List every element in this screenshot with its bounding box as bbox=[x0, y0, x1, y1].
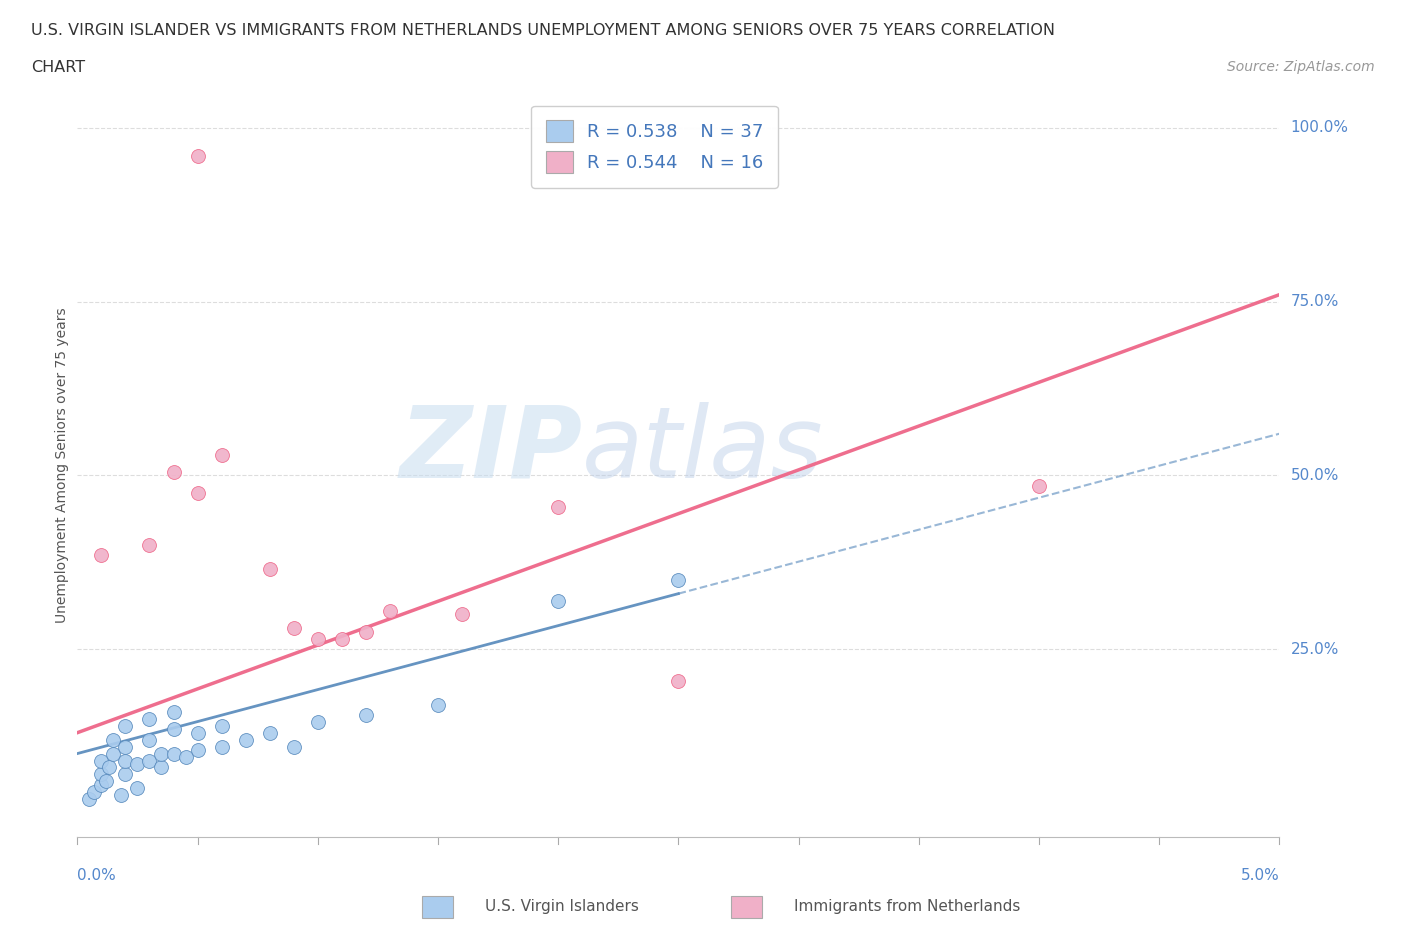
Point bbox=[90, 777, 112, 792]
Point bbox=[97, 760, 120, 775]
Point bbox=[186, 485, 209, 500]
Text: 75.0%: 75.0% bbox=[1291, 294, 1339, 309]
Point bbox=[138, 538, 160, 552]
Point bbox=[138, 711, 160, 726]
Text: U.S. Virgin Islanders: U.S. Virgin Islanders bbox=[485, 899, 638, 914]
Point bbox=[103, 732, 125, 747]
Point bbox=[1028, 478, 1050, 493]
Y-axis label: Unemployment Among Seniors over 75 years: Unemployment Among Seniors over 75 years bbox=[55, 307, 69, 623]
Point bbox=[127, 781, 149, 796]
Point bbox=[668, 673, 690, 688]
Point bbox=[96, 774, 118, 789]
Text: 50.0%: 50.0% bbox=[1291, 468, 1339, 483]
Point bbox=[114, 767, 136, 782]
Point bbox=[83, 784, 105, 799]
Point bbox=[162, 464, 184, 479]
Text: ZIP: ZIP bbox=[399, 402, 582, 498]
Point bbox=[90, 548, 112, 563]
Point bbox=[547, 499, 569, 514]
Point bbox=[127, 756, 149, 771]
Point bbox=[307, 715, 329, 730]
Point bbox=[90, 767, 112, 782]
Point bbox=[235, 732, 257, 747]
Point bbox=[259, 562, 281, 577]
Point bbox=[307, 631, 329, 646]
Point bbox=[174, 750, 197, 764]
Point bbox=[150, 760, 173, 775]
Point bbox=[259, 725, 281, 740]
Text: 5.0%: 5.0% bbox=[1240, 868, 1279, 883]
Point bbox=[114, 739, 136, 754]
Point bbox=[354, 708, 377, 723]
Text: Immigrants from Netherlands: Immigrants from Netherlands bbox=[794, 899, 1021, 914]
Point bbox=[138, 732, 160, 747]
Point bbox=[211, 718, 233, 733]
Point bbox=[162, 722, 184, 737]
Point bbox=[110, 788, 132, 803]
Point bbox=[668, 572, 690, 587]
Text: U.S. VIRGIN ISLANDER VS IMMIGRANTS FROM NETHERLANDS UNEMPLOYMENT AMONG SENIORS O: U.S. VIRGIN ISLANDER VS IMMIGRANTS FROM … bbox=[31, 23, 1054, 38]
Point bbox=[114, 753, 136, 768]
Point bbox=[150, 746, 173, 761]
Point bbox=[547, 593, 569, 608]
Point bbox=[103, 746, 125, 761]
Legend: R = 0.538    N = 37, R = 0.544    N = 16: R = 0.538 N = 37, R = 0.544 N = 16 bbox=[531, 106, 778, 188]
Point bbox=[79, 791, 101, 806]
Text: CHART: CHART bbox=[31, 60, 84, 75]
Point bbox=[90, 753, 112, 768]
Text: 100.0%: 100.0% bbox=[1291, 120, 1348, 135]
Point bbox=[283, 739, 305, 754]
Point bbox=[378, 604, 401, 618]
Text: 0.0%: 0.0% bbox=[77, 868, 117, 883]
Point bbox=[330, 631, 353, 646]
Point bbox=[186, 743, 209, 758]
Point bbox=[211, 739, 233, 754]
Point bbox=[186, 148, 209, 163]
Point bbox=[211, 447, 233, 462]
Text: Source: ZipAtlas.com: Source: ZipAtlas.com bbox=[1227, 60, 1375, 74]
Point bbox=[138, 753, 160, 768]
Point bbox=[354, 624, 377, 639]
Point bbox=[283, 621, 305, 636]
Point bbox=[114, 718, 136, 733]
Point bbox=[451, 607, 474, 622]
Text: 25.0%: 25.0% bbox=[1291, 642, 1339, 657]
Point bbox=[162, 746, 184, 761]
Point bbox=[427, 698, 450, 712]
Text: atlas: atlas bbox=[582, 402, 824, 498]
Point bbox=[162, 704, 184, 719]
Point bbox=[186, 725, 209, 740]
